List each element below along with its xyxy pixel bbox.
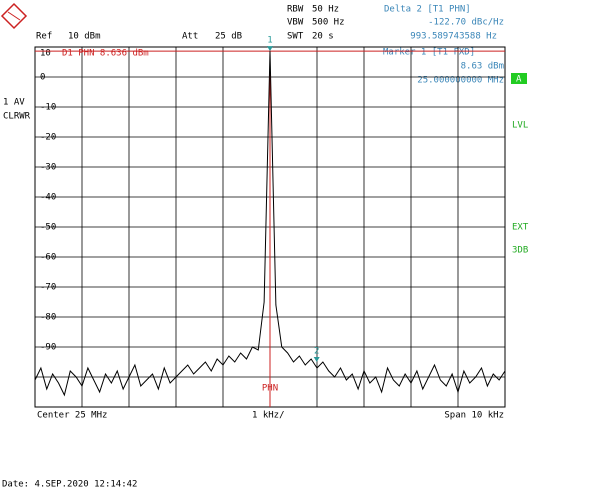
vbw-value: 500 Hz bbox=[312, 18, 345, 28]
marker bbox=[267, 46, 273, 52]
delta-freq: 993.589743588 Hz bbox=[410, 32, 497, 42]
y-tick-label: -80 bbox=[40, 313, 56, 323]
rbw-label: RBW bbox=[287, 5, 304, 15]
div-label: 1 kHz/ bbox=[252, 411, 285, 421]
swt-value: 20 s bbox=[312, 32, 334, 42]
rbw-value: 50 Hz bbox=[312, 5, 339, 15]
marker-freq: 25.000000000 MHz bbox=[417, 76, 504, 86]
trace-mode: 1 AV bbox=[3, 98, 25, 108]
y-tick-label: -90 bbox=[40, 343, 56, 353]
marker-label: 2 bbox=[314, 347, 319, 357]
y-tick-label: -70 bbox=[40, 283, 56, 293]
marker-title: Marker 1 [T1 FXD] bbox=[383, 48, 475, 58]
ref-label: Ref bbox=[36, 32, 52, 42]
swt-label: SWT bbox=[287, 32, 304, 42]
date-label: Date: 4.SEP.2020 12:14:42 bbox=[2, 480, 137, 490]
att-value: 25 dB bbox=[215, 32, 242, 42]
y-tick-label: 10 bbox=[40, 49, 51, 59]
side-a-box bbox=[511, 73, 527, 84]
ref-level: 10 dBm bbox=[68, 32, 101, 42]
vbw-label: VBW bbox=[287, 18, 304, 28]
marker bbox=[313, 357, 320, 362]
center-freq: Center 25 MHz bbox=[37, 411, 107, 421]
marker-label: 1 bbox=[267, 36, 272, 46]
delta-level: -122.70 dBc/Hz bbox=[428, 18, 504, 28]
y-tick-label: -10 bbox=[40, 103, 56, 113]
side-ext: EXT bbox=[512, 223, 529, 233]
trace bbox=[34, 51, 506, 397]
center-line-label: PHN bbox=[262, 384, 278, 394]
y-tick-label: -40 bbox=[40, 193, 56, 203]
y-tick-label: -20 bbox=[40, 133, 56, 143]
att-label: Att bbox=[182, 32, 198, 42]
logo-stroke bbox=[7, 11, 21, 21]
y-tick-label: -60 bbox=[40, 253, 56, 263]
span-label: Span 10 kHz bbox=[444, 411, 504, 421]
side-3db: 3DB bbox=[512, 246, 528, 256]
logo bbox=[0, 2, 28, 30]
y-tick-label: -30 bbox=[40, 163, 56, 173]
y-tick-label: -50 bbox=[40, 223, 56, 233]
display-line-label: D1 PHN 8.636 dBm bbox=[62, 49, 149, 59]
delta-title: Delta 2 [T1 PHN] bbox=[384, 5, 471, 15]
side-lvl: LVL bbox=[512, 121, 528, 131]
trace-clear: CLRWR bbox=[3, 112, 31, 122]
y-tick-label: 0 bbox=[40, 73, 45, 83]
side-a: A bbox=[516, 75, 522, 85]
marker-level: 8.63 dBm bbox=[461, 62, 504, 72]
